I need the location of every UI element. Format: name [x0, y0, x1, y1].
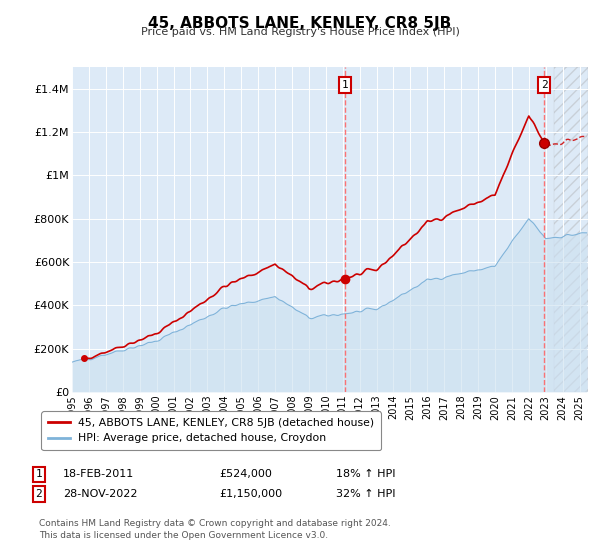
- Text: £1,150,000: £1,150,000: [219, 489, 282, 499]
- Text: 18-FEB-2011: 18-FEB-2011: [63, 469, 134, 479]
- Legend: 45, ABBOTS LANE, KENLEY, CR8 5JB (detached house), HPI: Average price, detached : 45, ABBOTS LANE, KENLEY, CR8 5JB (detach…: [41, 412, 381, 450]
- Text: Contains HM Land Registry data © Crown copyright and database right 2024.
This d: Contains HM Land Registry data © Crown c…: [39, 519, 391, 540]
- Text: 45, ABBOTS LANE, KENLEY, CR8 5JB: 45, ABBOTS LANE, KENLEY, CR8 5JB: [148, 16, 452, 31]
- Text: £524,000: £524,000: [219, 469, 272, 479]
- Text: 28-NOV-2022: 28-NOV-2022: [63, 489, 137, 499]
- Text: 2: 2: [541, 80, 548, 90]
- Text: 32% ↑ HPI: 32% ↑ HPI: [336, 489, 395, 499]
- Text: 1: 1: [341, 80, 348, 90]
- Text: 18% ↑ HPI: 18% ↑ HPI: [336, 469, 395, 479]
- Text: 1: 1: [35, 469, 43, 479]
- Text: Price paid vs. HM Land Registry's House Price Index (HPI): Price paid vs. HM Land Registry's House …: [140, 27, 460, 37]
- Text: 2: 2: [35, 489, 43, 499]
